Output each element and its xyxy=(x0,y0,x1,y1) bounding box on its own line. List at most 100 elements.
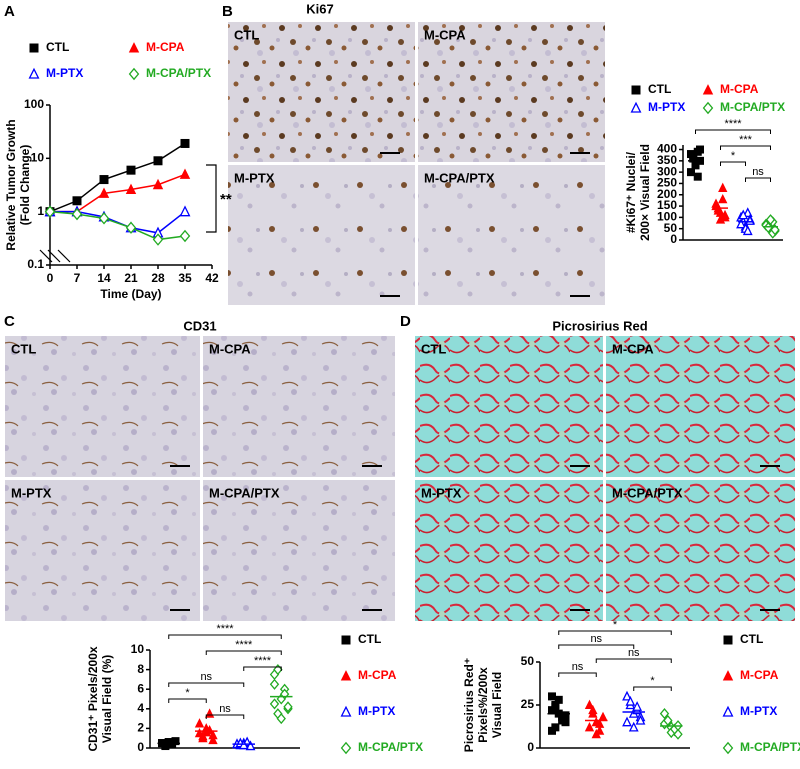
micrograph xyxy=(228,22,415,162)
data-point xyxy=(584,699,595,709)
significance-bracket xyxy=(168,634,282,639)
y-tick-label: 0.1 xyxy=(27,257,44,271)
y-tick-label: 0 xyxy=(137,740,144,754)
data-point xyxy=(179,168,191,179)
data-point xyxy=(201,727,211,737)
panel-letter: B xyxy=(222,3,233,20)
data-point xyxy=(689,152,698,161)
legend-label: M-CPA/PTX xyxy=(740,740,800,754)
y-tick-label: 100 xyxy=(657,210,677,224)
data-point xyxy=(635,714,646,725)
significance-bracket xyxy=(695,129,771,134)
significance-bracket xyxy=(206,164,217,233)
data-point xyxy=(622,690,632,701)
legend-label: M-PTX xyxy=(46,66,83,80)
image-label: CTL xyxy=(421,341,446,356)
legend-marker xyxy=(128,42,140,53)
x-axis-label: Time (Day) xyxy=(100,287,161,301)
micrograph xyxy=(228,165,415,305)
y-tick-label: 200 xyxy=(657,187,677,201)
significance-bracket xyxy=(558,672,597,677)
data-point xyxy=(591,728,601,739)
data-point xyxy=(693,172,702,181)
image-label: M-PTX xyxy=(11,485,52,500)
y-tick-label: 250 xyxy=(657,176,677,190)
y-tick-label: 25 xyxy=(521,697,535,711)
data-point xyxy=(548,692,556,701)
legend-marker xyxy=(28,67,40,79)
data-point xyxy=(71,207,83,221)
legend-marker xyxy=(29,43,39,53)
legend-label: M-PTX xyxy=(358,704,395,718)
legend-label: M-CPA xyxy=(720,82,759,96)
image-label: M-CPA xyxy=(209,341,251,356)
panel-title: Picrosirius Red xyxy=(552,318,647,333)
significance-label: * xyxy=(613,619,618,631)
legend-marker xyxy=(722,705,734,717)
y-axis-label: Picrosirius Red⁺ xyxy=(462,658,476,752)
significance-bracket xyxy=(558,630,672,635)
y-axis-label: CD31⁺ Pixels/200x xyxy=(86,646,100,751)
y-tick-label: 350 xyxy=(657,153,677,167)
x-tick-label: 35 xyxy=(178,271,192,285)
data-point xyxy=(598,711,608,722)
data-point xyxy=(718,193,728,204)
data-point xyxy=(269,698,280,710)
micrograph xyxy=(606,336,795,477)
y-tick-label: 10 xyxy=(31,151,45,165)
y-tick-label: 300 xyxy=(657,164,677,178)
significance-bracket xyxy=(168,698,207,703)
series-line xyxy=(50,173,186,213)
legend-marker xyxy=(702,84,714,95)
y-tick-label: 8 xyxy=(137,662,144,676)
panel-letter: A xyxy=(4,3,15,20)
data-point xyxy=(715,214,726,224)
y-tick-label: 150 xyxy=(657,198,677,212)
data-point xyxy=(72,196,82,206)
significance-label: **** xyxy=(724,118,742,130)
x-tick-label: 0 xyxy=(47,271,54,285)
data-point xyxy=(770,224,780,236)
data-point xyxy=(736,218,746,229)
legend-marker xyxy=(631,85,641,95)
significance-label: * xyxy=(650,675,655,687)
data-point xyxy=(198,732,208,743)
significance-label: * xyxy=(731,150,736,162)
treatment-arrows xyxy=(39,249,71,263)
image-label: M-PTX xyxy=(421,485,462,500)
y-axis-label: Visual Field (%) xyxy=(100,655,114,743)
y-tick-label: 100 xyxy=(24,97,44,111)
data-point xyxy=(551,702,560,711)
micrograph xyxy=(415,480,603,621)
significance-label: **** xyxy=(216,623,234,635)
data-point xyxy=(663,714,673,727)
y-axis-label: 200× Visual Field xyxy=(638,144,652,241)
y-tick-label: 0 xyxy=(527,740,534,754)
y-tick-label: 1 xyxy=(37,204,44,218)
significance-label: * xyxy=(185,687,190,699)
data-point xyxy=(659,708,670,720)
y-tick-label: 2 xyxy=(137,721,144,735)
data-point xyxy=(99,175,109,185)
data-point xyxy=(765,214,776,226)
y-axis-label: Relative Tumor Growth xyxy=(4,119,18,250)
data-point xyxy=(179,229,191,243)
significance-bracket xyxy=(205,650,282,655)
legend-label: CTL xyxy=(46,40,69,54)
legend-label: M-PTX xyxy=(740,704,777,718)
legend-label: M-CPA/PTX xyxy=(358,740,423,754)
data-point xyxy=(125,183,137,195)
micrograph xyxy=(203,336,395,477)
micrograph xyxy=(5,480,200,621)
micrograph xyxy=(418,165,605,305)
data-point xyxy=(98,187,110,198)
significance-label: **** xyxy=(254,655,272,667)
legend-marker xyxy=(128,67,140,81)
x-tick-label: 42 xyxy=(205,271,219,285)
data-point xyxy=(548,726,556,735)
significance-bracket xyxy=(243,666,282,671)
legend-label: CTL xyxy=(358,632,381,646)
image-label: M-CPA/PTX xyxy=(612,485,683,500)
x-tick-label: 21 xyxy=(124,271,138,285)
data-point xyxy=(584,722,595,732)
